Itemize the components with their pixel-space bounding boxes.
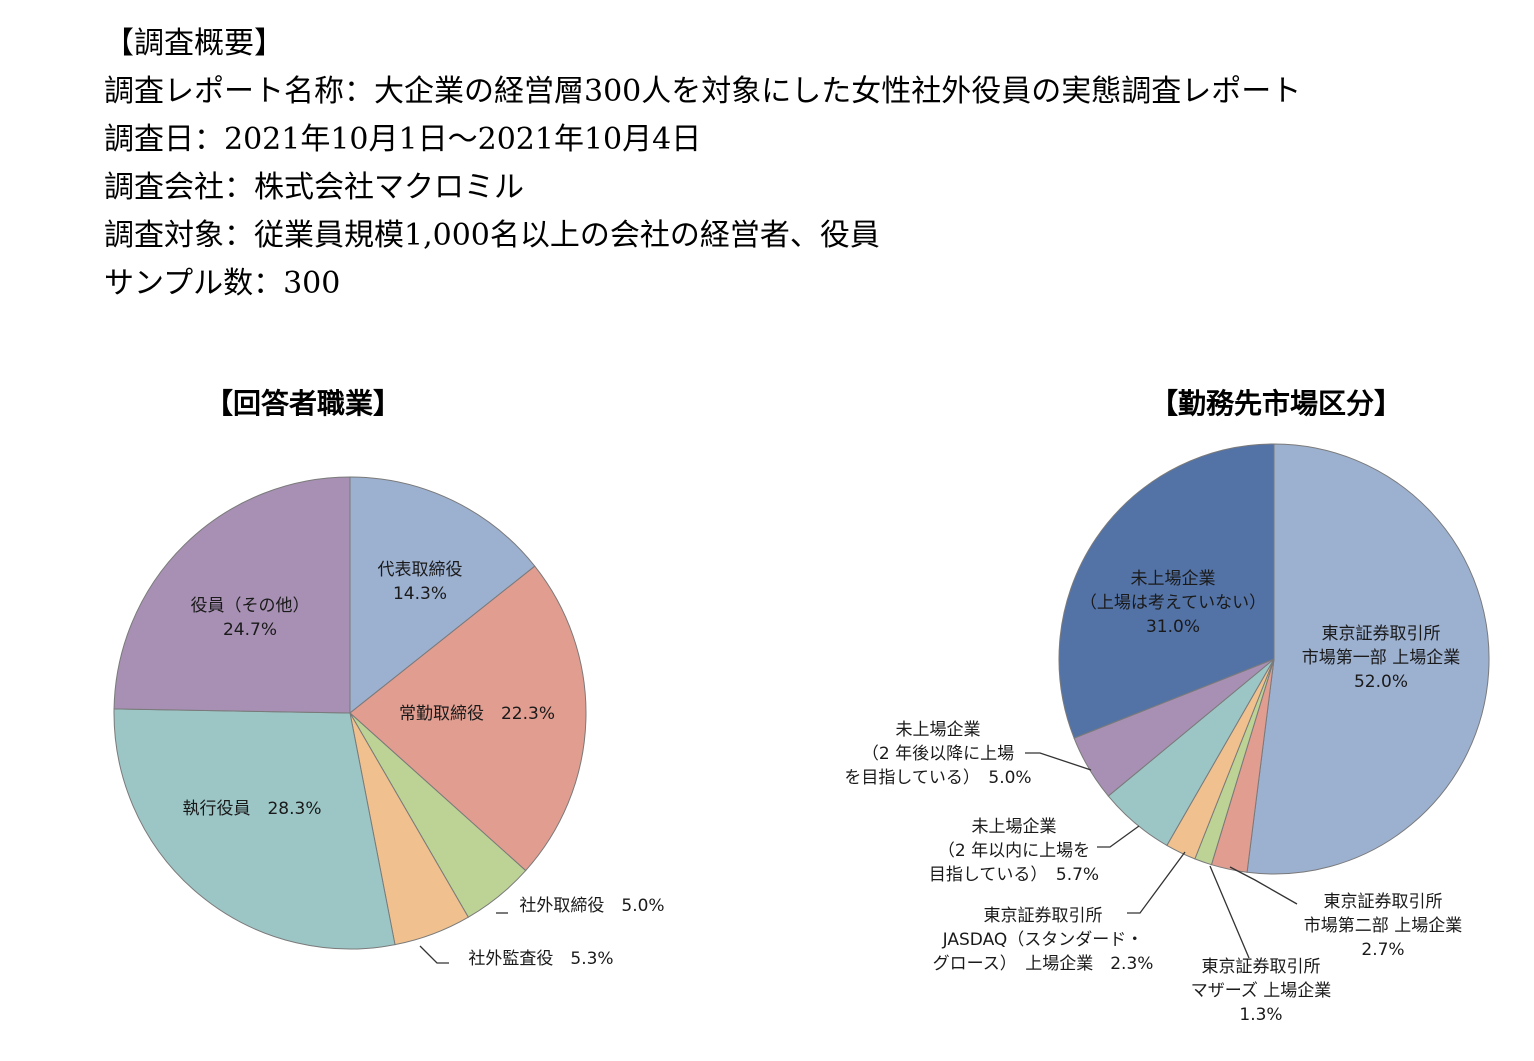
leader-line-0-3 <box>419 945 449 964</box>
slice-label-0-2: 社外取締役 5.0% <box>519 896 664 916</box>
leader-line-1-1 <box>1229 866 1298 905</box>
pie-slice-1-6 <box>1058 443 1275 739</box>
leader-line-1-3 <box>1127 851 1186 914</box>
leader-line-1-2 <box>1209 865 1250 959</box>
pie-slice-0-1 <box>349 565 587 872</box>
pie-chart-occupation: 代表取締役 14.3% 常勤取締役 22.3% 社外取締役 5.0% 社外監査役 5.3… <box>113 476 665 969</box>
slice-label-1-6: 未上場企業（上場は考えていない） 31.0% <box>1080 569 1266 637</box>
slice-label-1-0: 東京証券取引所市場第一部 上場企業 52.0% <box>1302 624 1460 692</box>
pie-slice-0-4 <box>113 708 396 950</box>
pie-chart-market: 東京証券取引所市場第一部 上場企業 52.0% 東京証券取引所市場第二部 上場企業 2… <box>844 443 1490 1025</box>
slice-label-1-5: 未上場企業（2 年後以降に上場を目指している） 5.0% <box>844 720 1031 788</box>
overview-line-sample: サンプル数：300 <box>104 266 341 301</box>
overview-line-date: 調査日：2021年10月1日～2021年10月4日 <box>104 122 702 157</box>
pie-slice-0-5 <box>113 476 351 714</box>
slice-label-1-1: 東京証券取引所市場第二部 上場企業 2.7% <box>1304 892 1462 960</box>
overview-heading: 【調査概要】 <box>104 26 284 61</box>
slice-label-0-4: 執行役員 28.3% <box>182 799 321 819</box>
slice-label-1-3: 東京証券取引所 JASDAQ（スタンダード・グロース） 上場企業 2.3% <box>933 906 1154 974</box>
slice-label-0-3: 社外監査役 5.3% <box>468 949 613 969</box>
slice-label-0-1: 常勤取締役 22.3% <box>399 704 555 724</box>
overview-line-report-name: 調査レポート名称：大企業の経営層300人を対象にした女性社外役員の実態調査レポー… <box>104 74 1302 109</box>
leader-line-1-4 <box>1097 825 1140 848</box>
slice-label-1-2: 東京証券取引所マザーズ 上場企業 1.3% <box>1191 957 1332 1025</box>
chart-title-occupation: 【回答者職業】 <box>205 387 402 420</box>
survey-overview: 【調査概要】 調査レポート名称：大企業の経営層300人を対象にした女性社外役員の… <box>104 20 1301 308</box>
overview-line-target: 調査対象：従業員規模1,000名以上の会社の経営者、役員 <box>104 218 880 253</box>
pie-slice-0-0 <box>349 476 536 715</box>
pie-slice-1-0 <box>1246 443 1490 875</box>
slice-label-0-5: 役員（その他） 24.7% <box>191 596 310 640</box>
slice-label-0-0: 代表取締役 14.3% <box>378 560 463 604</box>
overview-line-company: 調査会社：株式会社マクロミル <box>104 170 524 205</box>
chart-title-market: 【勤務先市場区分】 <box>1150 387 1403 420</box>
slice-label-1-4: 未上場企業（2 年以内に上場を目指している） 5.7% <box>929 817 1099 885</box>
leader-line-1-5 <box>1025 752 1092 771</box>
